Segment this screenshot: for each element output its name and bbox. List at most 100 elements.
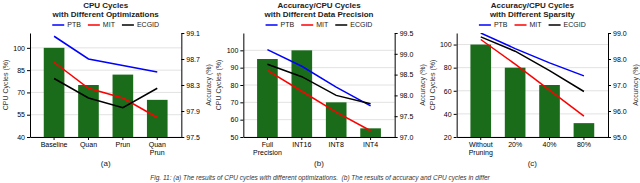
legend-entry: PTB [266,21,295,28]
tick: 98.5 [395,71,414,78]
tick: 98.7 [181,56,200,63]
tick-mark [27,70,30,71]
tick-label-line: INT16 [292,141,311,148]
tick-label: 40% [543,141,557,148]
tick: 100 [440,41,457,48]
y-axis: 5060708090100 [227,34,244,141]
tick: Baseline [41,137,68,148]
tick: Quan [80,137,97,149]
line [481,33,584,76]
panel: 2040608010095.096.097.098.099.0WithoutPr… [429,1,640,168]
y2-axis: 97.097.598.098.599.099.5 [395,30,414,141]
tick-mark [336,137,337,140]
bar [505,68,526,137]
tick-label: 80% [577,141,591,148]
title: Accuracy/CPU Cycleswith Different Data P… [264,1,374,19]
x-axis: BaselineQuanPrunQuanPrun [31,137,182,156]
tick-label-line: 20% [508,141,522,148]
y-axis: 20406080100 [440,34,457,141]
title-line: Accuracy/CPU Cycles [277,1,361,10]
axis-line [30,34,31,138]
tick: 50 [231,134,244,141]
tick-label: Quan [80,141,97,149]
y-axis-title: CPU Cycles (%) [429,60,437,111]
chart-svg: 4055708510097.597.998.398.799.1BaselineQ… [0,0,640,183]
line [267,64,370,104]
tick-mark [157,137,158,140]
line [481,37,584,92]
bar [360,128,381,137]
panel: 506070809010097.097.598.098.599.099.5Ful… [215,1,426,183]
axis-line [395,34,396,138]
tick: Prun [115,137,130,148]
tick: INT16 [292,137,311,148]
tick-label: QuanPrun [149,141,166,156]
bar [574,123,595,137]
tick-label: 70 [17,89,25,96]
tick: 97.0 [395,134,414,141]
tick-mark [608,33,611,34]
tick-mark [240,68,243,69]
legend-label: PTB [67,21,81,28]
tick-mark [395,116,398,117]
tick: 80 [444,64,457,71]
panel: 4055708510097.597.998.398.799.1BaselineQ… [2,1,213,183]
bar [147,100,168,137]
x-axis: WithoutPruning 20% 40% 80% [457,137,608,157]
tick: 100 [227,47,244,54]
legend-label: MIT [316,21,329,28]
tick: 97.5 [395,113,414,120]
tick-label: 95.0 [613,134,627,141]
tick-mark [240,102,243,103]
title-line: Accuracy/CPU Cycles [491,1,575,10]
tick-mark [608,111,611,112]
legend-label: ECGID [350,21,372,28]
title-line: with Different Optimizations [52,10,160,19]
tick-label: FullPrecision [253,141,282,156]
tick-label-line: Prun [150,149,165,156]
tick-mark [181,111,184,112]
tick-mark [454,45,457,46]
tick: 99.1 [181,30,200,37]
legend-swatch [266,24,278,26]
tick-mark [27,48,30,49]
legend-swatch [88,24,100,26]
tick: 99.0 [608,30,627,37]
tick: 20 [444,134,457,141]
tick: 40% [543,137,557,148]
legend-entry: ECGID [122,21,159,28]
tick-mark [395,95,398,96]
tick: 60 [231,116,244,123]
tick: 97.0 [608,82,627,89]
plot-area [470,33,594,137]
legend-entry: MIT [88,21,116,28]
tick-mark [549,137,550,140]
tick-mark [454,114,457,115]
tick-mark [583,137,584,140]
tick-label-line: Without [469,141,493,148]
tick-mark [27,115,30,116]
tick-mark [240,85,243,86]
tick-label: 99.0 [613,30,627,37]
legend-entry: MIT [301,21,329,28]
tick-label-line: INT4 [363,141,378,148]
legend-swatch [52,24,64,26]
tick: 96.0 [608,108,627,115]
subtitle: (b) [314,159,324,168]
tick: 40 [444,111,457,118]
tick-label: 40 [17,134,25,141]
tick-mark [395,33,398,34]
tick: 100 [13,45,30,52]
tick-label: 98.0 [613,56,627,63]
tick-label: 85 [17,67,25,74]
axis-line [243,34,244,138]
tick: WithoutPruning [469,137,493,157]
y2-axis-title: Accuracy (%) [632,64,640,106]
tick-mark [267,137,268,140]
tick-label: 80 [444,64,452,71]
line [54,79,157,108]
tick-label: 55 [17,111,25,118]
tick-mark [301,137,302,140]
tick-label: 40 [444,111,452,118]
title-line: with Different Data Precision [264,10,374,19]
